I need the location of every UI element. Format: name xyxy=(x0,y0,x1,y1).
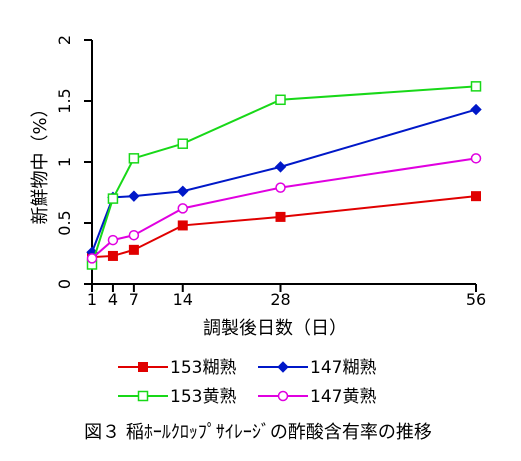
series-4 xyxy=(86,153,482,264)
y-tick-label: 0.5 xyxy=(55,210,74,235)
legend-item: 153黄熟 xyxy=(118,386,236,407)
data-point xyxy=(177,220,188,231)
legend-item: 147黄熟 xyxy=(258,386,376,407)
legend-marker xyxy=(137,390,149,402)
legend-item: 153糊熟 xyxy=(118,357,236,378)
data-point xyxy=(177,138,189,149)
legend-label: 147黄熟 xyxy=(310,386,376,407)
y-tick-label: 0 xyxy=(55,279,74,289)
legend: 153糊熟 147糊熟 153黄熟 147黄熟 xyxy=(118,357,376,407)
data-point xyxy=(275,94,286,106)
legend-marker xyxy=(277,361,289,373)
figure-caption: 図３ 稲ﾎｰﾙｸﾛｯﾌﾟｻｲﾚｰｼﾞの酢酸含有率の推移 xyxy=(84,422,432,443)
series-line xyxy=(91,85,477,265)
data-point xyxy=(177,185,189,197)
data-point xyxy=(128,229,140,241)
x-tick-label: 4 xyxy=(108,290,118,309)
data-point xyxy=(107,234,119,246)
y-tick-label: 1.5 xyxy=(55,88,74,113)
series-2 xyxy=(86,103,482,258)
y-axis-label: 新鮮物中（%） xyxy=(30,99,51,224)
data-point xyxy=(107,193,119,204)
legend-marker xyxy=(277,390,289,402)
data-point xyxy=(177,203,189,214)
data-point xyxy=(128,153,140,164)
data-point xyxy=(470,153,482,164)
legend-label: 153黄熟 xyxy=(170,386,236,407)
axes xyxy=(91,40,476,285)
legend-label: 153糊熟 xyxy=(170,357,236,378)
data-point xyxy=(86,253,98,264)
y-tick-label: 1 xyxy=(55,157,74,167)
series-line xyxy=(91,157,477,260)
data-point xyxy=(471,191,481,202)
x-ticks: 1 4 7 14 28 56 xyxy=(87,284,486,309)
data-point xyxy=(470,103,482,116)
x-tick-label: 7 xyxy=(129,290,139,309)
data-point xyxy=(274,161,287,173)
data-point xyxy=(470,81,482,92)
x-tick-label: 14 xyxy=(173,290,193,309)
data-point xyxy=(275,211,286,222)
data-point xyxy=(128,190,140,202)
series-lines xyxy=(86,81,482,270)
x-axis-label: 調製後日数（日） xyxy=(203,318,347,339)
data-point xyxy=(275,182,286,193)
legend-label: 147糊熟 xyxy=(310,357,376,378)
x-tick-label: 56 xyxy=(466,290,486,309)
y-tick-label: 2 xyxy=(55,35,74,45)
series-3 xyxy=(86,81,482,270)
legend-item: 147糊熟 xyxy=(258,357,376,378)
data-point xyxy=(107,250,118,261)
x-tick-label: 1 xyxy=(87,290,97,309)
y-ticks: 0 0.5 1 1.5 2 xyxy=(55,35,92,289)
data-point xyxy=(128,244,139,255)
series-line xyxy=(91,108,477,253)
x-tick-label: 28 xyxy=(270,290,290,309)
legend-marker xyxy=(138,362,148,372)
series-1 xyxy=(87,191,481,263)
